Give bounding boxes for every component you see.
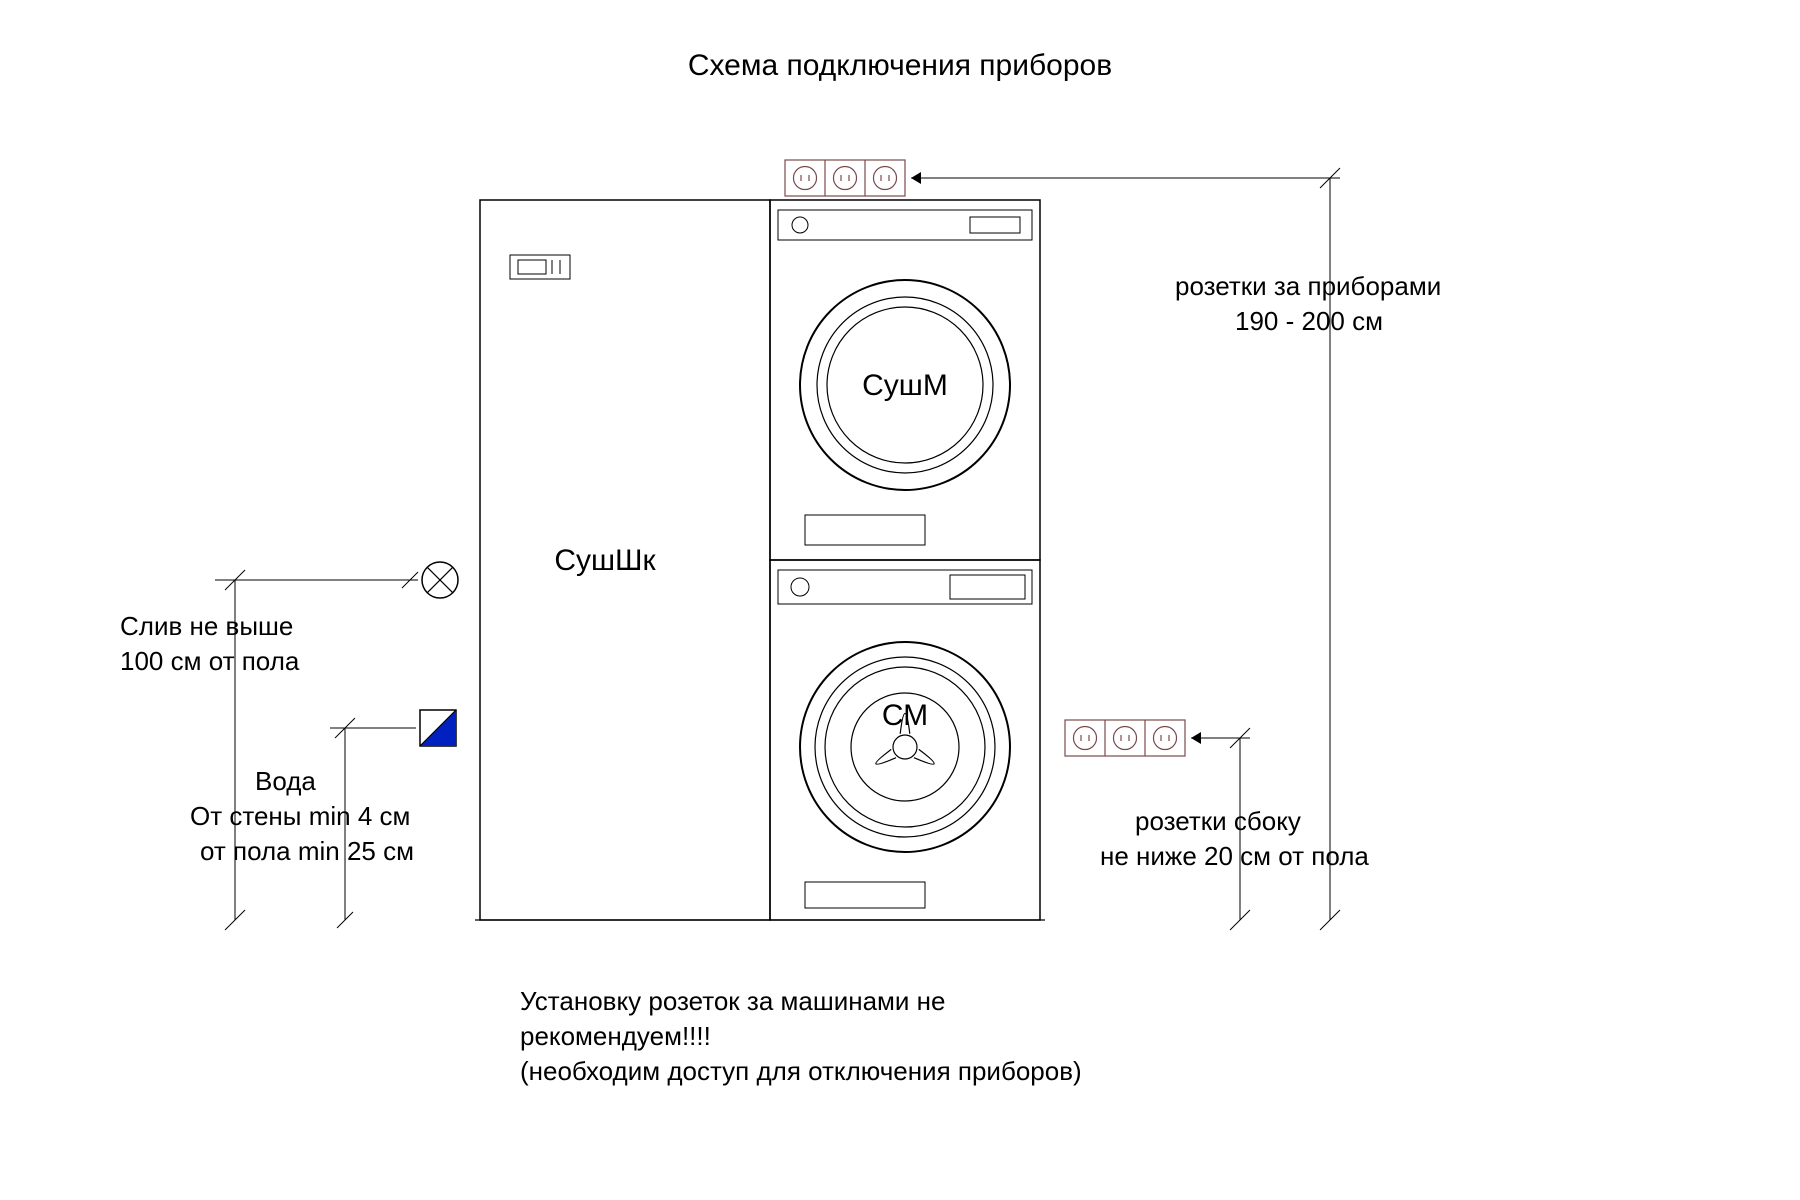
top-outlet-label-2: 190 - 200 см (1235, 306, 1383, 336)
drain-label-1: Слив не выше (120, 611, 293, 641)
note-line-1: Установку розеток за машинами не (520, 986, 945, 1016)
water-label-2: От стены min 4 см (190, 801, 410, 831)
washer-outline (770, 560, 1040, 920)
note-line-3: (необходим доступ для отключения приборо… (520, 1056, 1082, 1086)
page-title: Схема подключения приборов (688, 49, 1112, 82)
outlet-top (785, 160, 905, 196)
side-outlet-label-1: розетки сбоку (1135, 806, 1301, 836)
water-label-1: Вода (255, 766, 316, 796)
water-label-3: от пола min 25 см (200, 836, 414, 866)
top-outlet-label-1: розетки за приборами (1175, 271, 1441, 301)
cabinet-label: СушШк (554, 544, 656, 577)
note-line-2: рекомендуем!!!! (520, 1021, 711, 1051)
connection-diagram: Схема подключения приборов СушШк СушМ СМ Сли… (0, 0, 1800, 1200)
outlet-side (1065, 720, 1185, 756)
dryer-label: СушМ (862, 369, 948, 402)
washer-label: СМ (882, 699, 928, 732)
drain-label-2: 100 см от пола (120, 646, 300, 676)
side-outlet-label-2: не ниже 20 см от пола (1100, 841, 1369, 871)
